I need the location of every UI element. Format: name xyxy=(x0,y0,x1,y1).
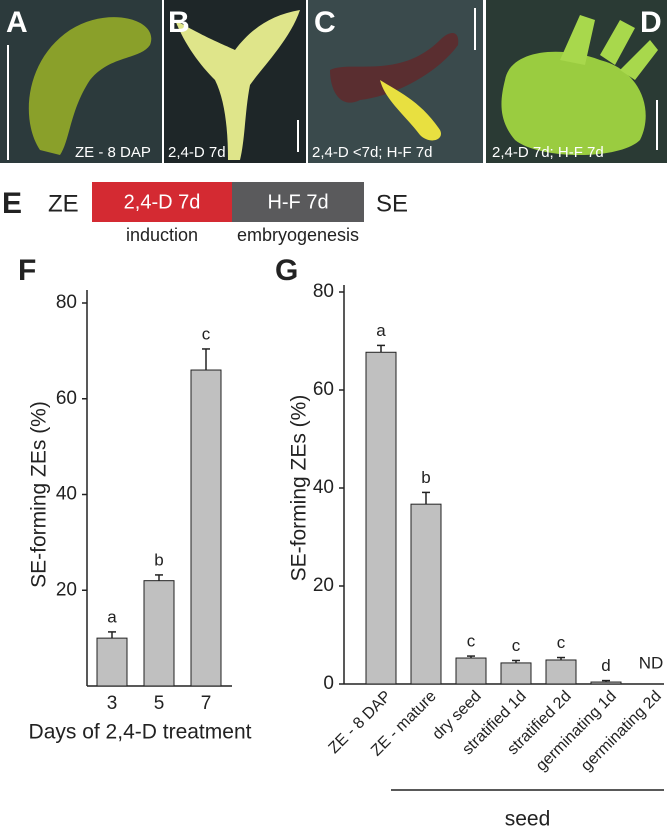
panel-letter: F xyxy=(18,254,36,287)
x-tick-label: 5 xyxy=(154,693,165,714)
photo-a xyxy=(0,0,162,163)
scheme-step-text: 2,4-D 7d xyxy=(124,191,201,213)
photo-caption: 2,4-D 7d xyxy=(168,144,226,161)
scheme-start: ZE xyxy=(48,190,79,217)
scheme-end: SE xyxy=(376,190,408,217)
significance-letter: c xyxy=(202,324,211,343)
bar xyxy=(365,351,397,685)
bar xyxy=(96,637,128,687)
photo-c xyxy=(308,0,483,163)
bar xyxy=(190,369,222,687)
y-tick-label: 40 xyxy=(56,484,77,505)
x-tick-label: 3 xyxy=(107,693,118,714)
significance-letter: d xyxy=(601,656,610,675)
significance-letter: c xyxy=(512,636,521,655)
x-axis-label: Days of 2,4-D treatment xyxy=(29,721,252,744)
y-axis-label: SE-forming ZEs (%) xyxy=(28,401,51,588)
scheme-step xyxy=(232,182,364,222)
x-tick-label: 7 xyxy=(201,693,212,714)
bar xyxy=(500,662,532,685)
panel-letter: B xyxy=(168,6,190,39)
bar xyxy=(143,580,175,687)
y-tick-label: 20 xyxy=(56,579,77,600)
photo-caption: ZE - 8 DAP xyxy=(75,144,151,161)
scheme-label: embryogenesis xyxy=(237,225,359,245)
significance-letter: ND xyxy=(639,653,664,672)
y-tick-label: 20 xyxy=(313,575,334,596)
scheme-step-text: H-F 7d xyxy=(267,191,328,213)
significance-letter: c xyxy=(467,632,476,651)
y-tick-label: 60 xyxy=(313,379,334,400)
y-axis-label: SE-forming ZEs (%) xyxy=(288,395,311,582)
bar xyxy=(590,681,622,685)
photo-caption: 2,4-D 7d; H-F 7d xyxy=(492,144,604,161)
significance-letter: b xyxy=(154,550,163,569)
panel-letter: E xyxy=(2,187,22,220)
bar xyxy=(455,657,487,685)
photo-b xyxy=(164,0,306,163)
bar xyxy=(410,503,442,685)
y-tick-label: 80 xyxy=(313,281,334,302)
x-tick-label: germinating 1d xyxy=(533,688,620,775)
y-tick-label: 0 xyxy=(323,673,334,694)
x-tick-label: germinating 2d xyxy=(578,688,665,775)
panel-letter: D xyxy=(640,6,662,39)
group-label: seed xyxy=(505,808,551,831)
y-tick-label: 80 xyxy=(56,292,77,313)
photo-d xyxy=(486,0,667,163)
significance-letter: a xyxy=(107,607,117,626)
significance-letter: c xyxy=(557,633,566,652)
photo-caption: 2,4-D <7d; H-F 7d xyxy=(312,144,432,161)
panel-letter: G xyxy=(275,254,298,287)
y-tick-label: 40 xyxy=(313,477,334,498)
scheme-step xyxy=(92,182,232,222)
scheme-label: induction xyxy=(126,225,198,245)
panel-letter: C xyxy=(314,6,336,39)
significance-letter: a xyxy=(376,321,386,340)
bar xyxy=(545,659,577,685)
panel-letter: A xyxy=(6,6,28,39)
y-tick-label: 60 xyxy=(56,388,77,409)
significance-letter: b xyxy=(421,468,430,487)
